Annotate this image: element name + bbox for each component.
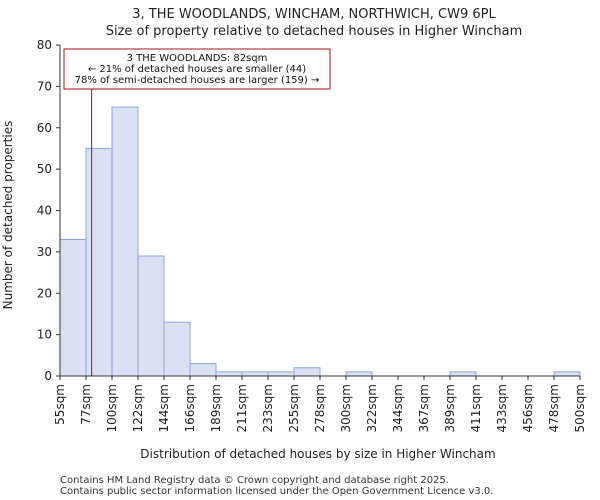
x-tick-label: 233sqm xyxy=(261,384,275,432)
footer-line2: Contains public sector information licen… xyxy=(60,486,493,497)
histogram-bar xyxy=(163,321,191,377)
x-axis-label: Distribution of detached houses by size … xyxy=(140,447,495,461)
x-tick-label: 122sqm xyxy=(131,384,145,432)
histogram-bar xyxy=(345,371,373,377)
chart-title-line2: Size of property relative to detached ho… xyxy=(106,24,523,39)
x-tick-label: 189sqm xyxy=(209,384,223,432)
y-tick-label: 30 xyxy=(37,245,52,259)
chart-title-line1: 3, THE WOODLANDS, WINCHAM, NORTHWICH, CW… xyxy=(132,7,496,22)
x-tick-label: 344sqm xyxy=(391,384,405,432)
histogram-bar xyxy=(449,371,477,377)
histogram-bar xyxy=(293,367,321,377)
x-tick-label: 300sqm xyxy=(339,384,353,432)
y-tick-label: 80 xyxy=(37,38,52,52)
x-tick-label: 100sqm xyxy=(105,384,119,432)
footer-line1: Contains HM Land Registry data © Crown c… xyxy=(60,475,449,486)
histogram-bar xyxy=(241,371,269,377)
x-tick-label: 478sqm xyxy=(547,384,561,432)
x-tick-label: 255sqm xyxy=(287,384,301,432)
y-tick-label: 20 xyxy=(37,286,52,300)
x-tick-label: 144sqm xyxy=(157,384,171,432)
y-tick-label: 60 xyxy=(37,121,52,135)
y-axis-label: Number of detached properties xyxy=(1,121,15,310)
x-tick-label: 367sqm xyxy=(417,384,431,432)
y-tick-label: 10 xyxy=(37,328,52,342)
y-axis: 0 10 20 30 40 50 60 70 80 xyxy=(37,38,61,383)
x-tick-label: 166sqm xyxy=(183,384,197,432)
histogram-bar xyxy=(59,238,87,377)
x-axis: 55sqm 77sqm 100sqm 122sqm 144sqm 166sqm 189sqm… xyxy=(53,375,587,432)
x-tick-label: 322sqm xyxy=(365,384,379,432)
histogram-bar xyxy=(189,363,217,377)
bars-group xyxy=(59,106,581,377)
y-tick-label: 0 xyxy=(44,369,52,383)
histogram-bar xyxy=(137,255,165,377)
annotation-line1: 3 THE WOODLANDS: 82sqm xyxy=(127,53,268,64)
y-tick-label: 40 xyxy=(37,204,52,218)
y-tick-label: 70 xyxy=(37,79,52,93)
histogram-bar xyxy=(553,371,581,377)
annotation-box: 3 THE WOODLANDS: 82sqm ← 21% of detached… xyxy=(63,48,331,90)
x-tick-label: 278sqm xyxy=(313,384,327,432)
x-tick-label: 456sqm xyxy=(521,384,535,432)
annotation-line3: 78% of semi-detached houses are larger (… xyxy=(75,75,320,86)
x-tick-label: 77sqm xyxy=(79,384,93,425)
x-tick-label: 411sqm xyxy=(469,384,483,432)
x-tick-label: 55sqm xyxy=(53,384,67,425)
histogram-bar xyxy=(215,371,243,377)
x-tick-label: 389sqm xyxy=(443,384,457,432)
x-tick-label: 433sqm xyxy=(495,384,509,432)
y-tick-label: 50 xyxy=(37,162,52,176)
x-tick-label: 211sqm xyxy=(235,384,249,432)
annotation-line2: ← 21% of detached houses are smaller (44… xyxy=(88,64,306,75)
x-tick-label: 500sqm xyxy=(573,384,587,432)
histogram-bar xyxy=(85,147,113,377)
annotation-border xyxy=(63,48,331,90)
histogram-bar xyxy=(267,371,295,377)
histogram-bar xyxy=(111,106,139,377)
